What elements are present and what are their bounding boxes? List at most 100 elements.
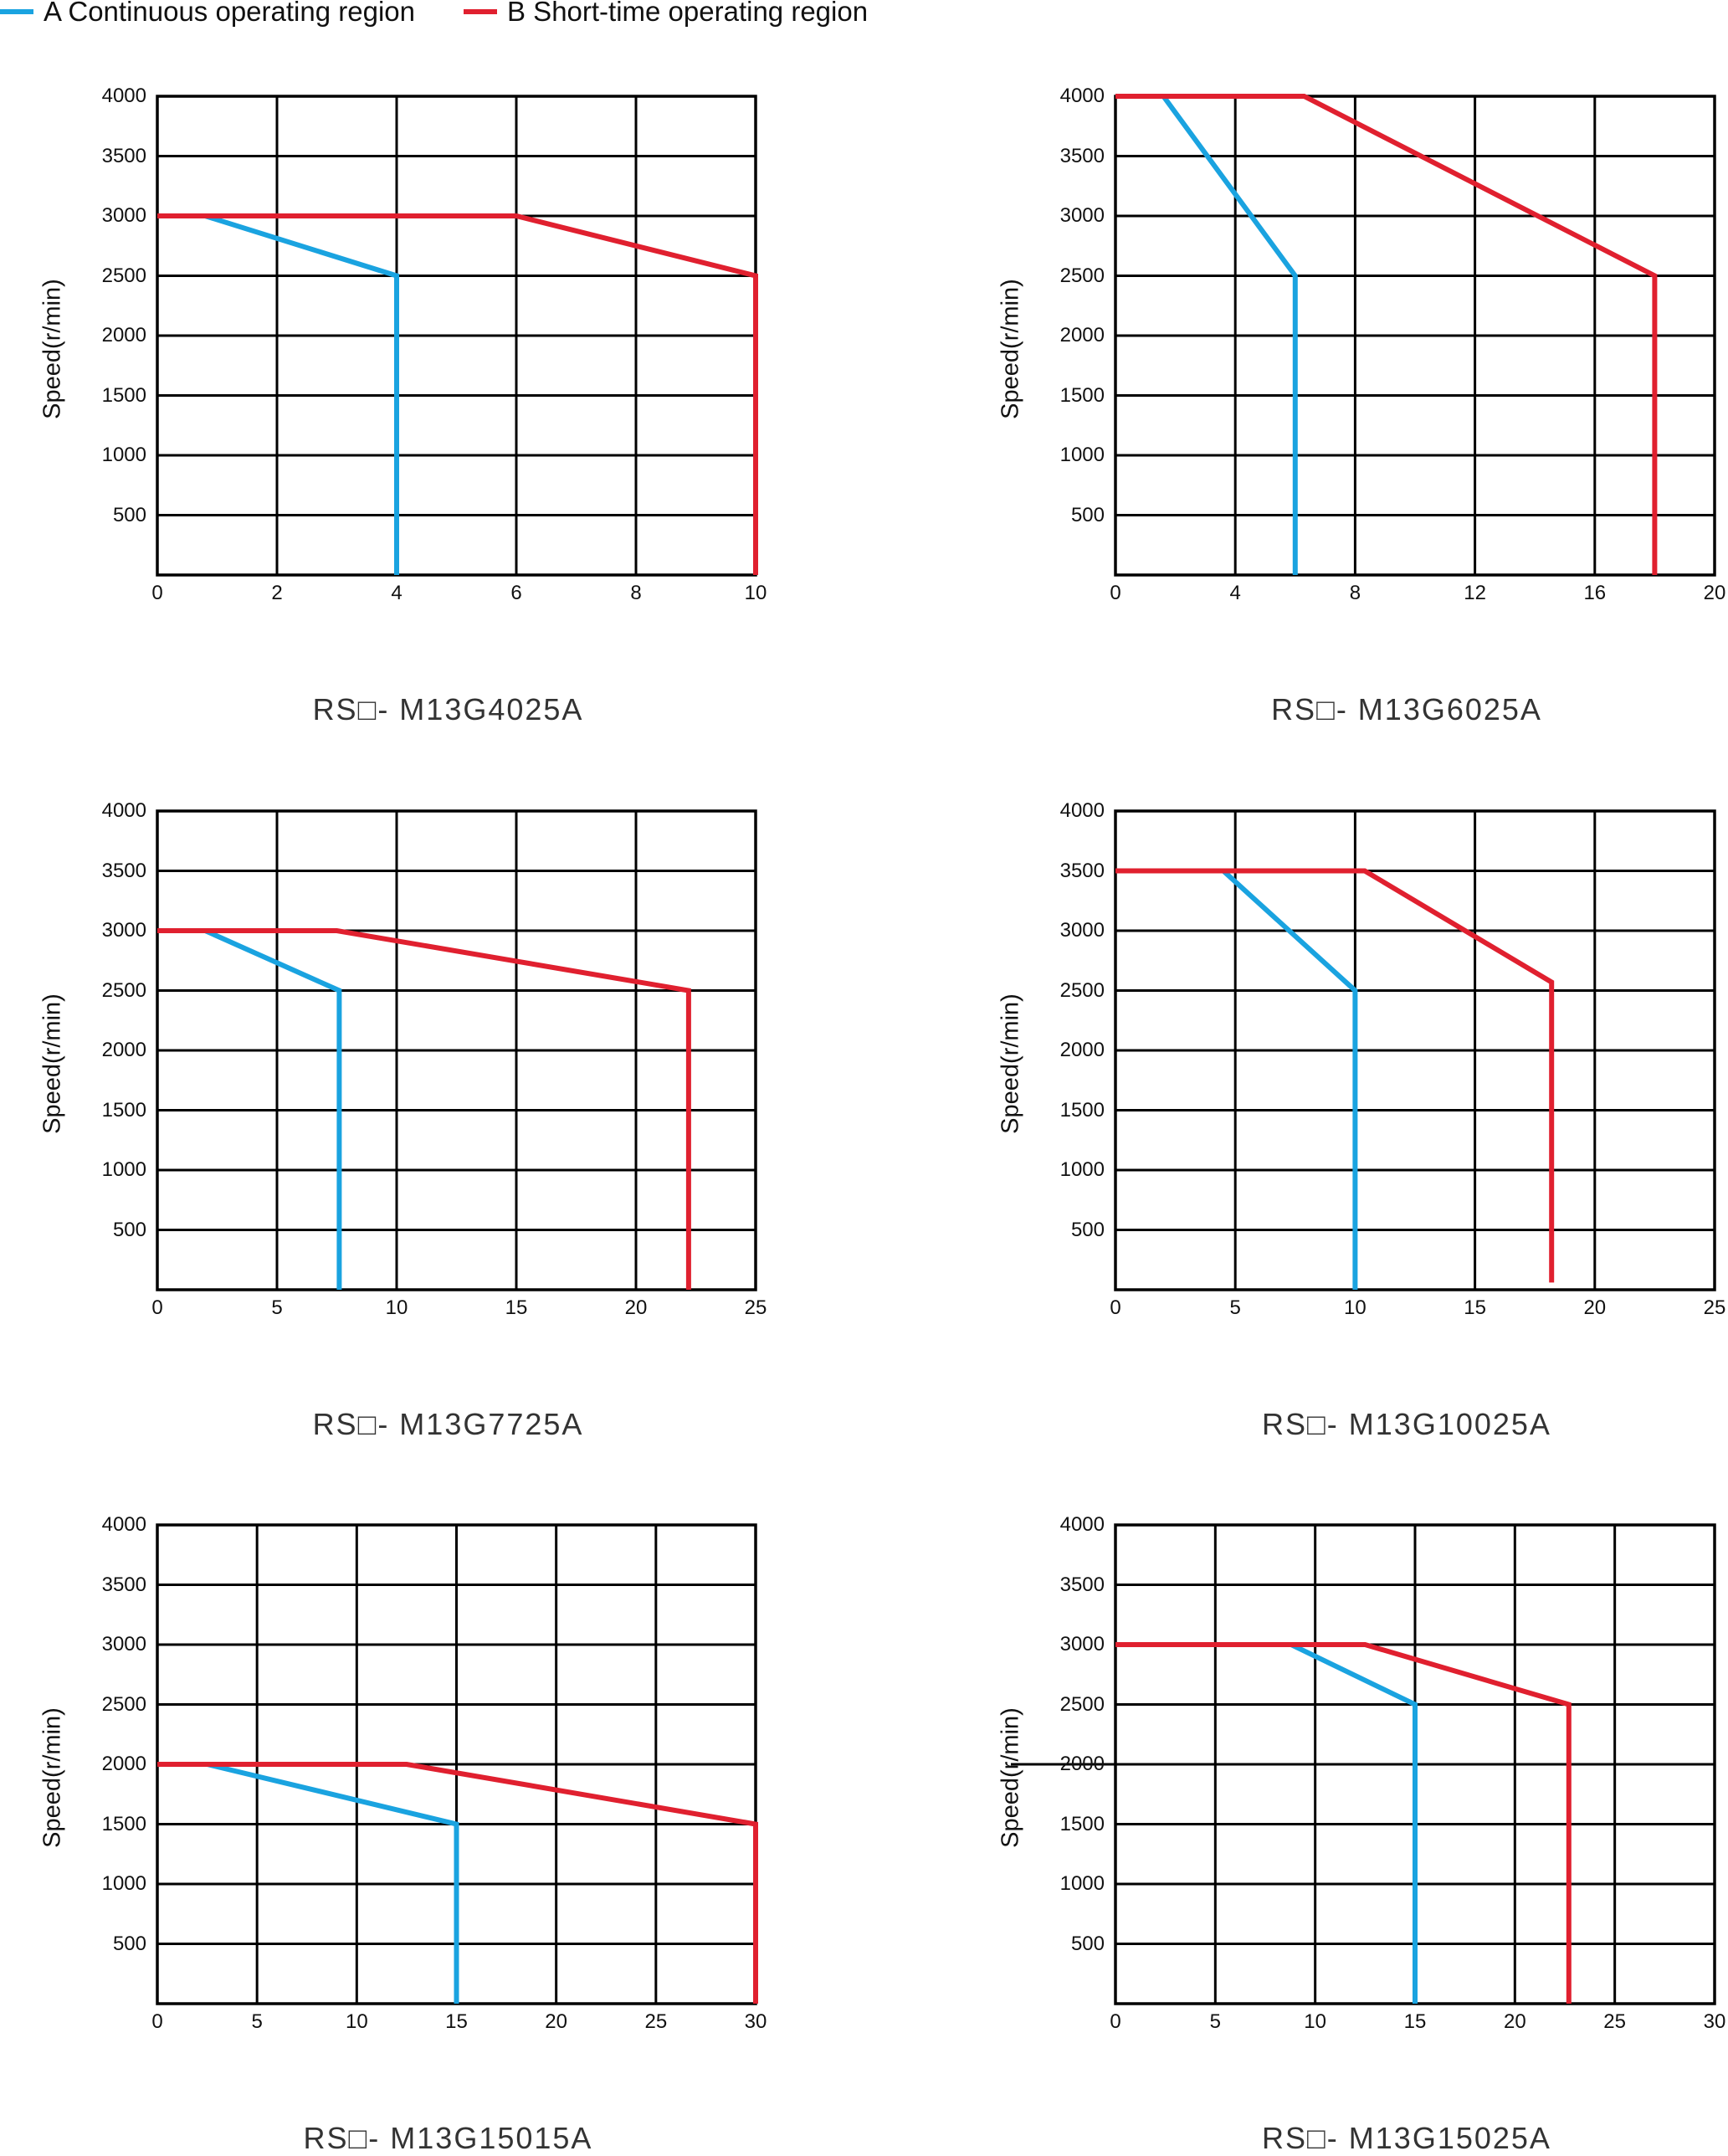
chart-title: RS□- M13G10025A — [1262, 1407, 1551, 1441]
x-tick-label: 4 — [1229, 582, 1241, 604]
y-tick-label: 4000 — [101, 799, 146, 822]
chart-title: RS□- M13G7725A — [312, 1407, 584, 1441]
y-tick-label: 3500 — [101, 144, 146, 167]
y-tick-label: 1500 — [1059, 1812, 1105, 1835]
x-tick-label: 16 — [1583, 582, 1607, 604]
x-tick-label: 8 — [630, 582, 642, 604]
legend-label: B Short-time operating region — [507, 0, 869, 27]
y-tick-label: 2000 — [1059, 324, 1105, 346]
x-tick-label: 30 — [1703, 2010, 1726, 2033]
y-tick-label: 3000 — [101, 919, 146, 942]
series-short-time-line — [1115, 868, 1555, 1283]
y-tick-label: 3500 — [1059, 144, 1105, 167]
x-tick-label: 4 — [391, 582, 403, 604]
y-tick-label: 1000 — [101, 444, 146, 466]
y-tick-label: 4000 — [101, 85, 146, 107]
x-tick-label: 15 — [505, 1296, 528, 1319]
series-short-time-line — [1115, 94, 1658, 575]
x-tick-label: 5 — [251, 2010, 263, 2033]
x-tick-label: 5 — [1209, 2010, 1221, 2033]
y-tick-label: 2500 — [1059, 1692, 1105, 1716]
x-tick-label: 10 — [345, 2010, 368, 2033]
y-tick-label: 3500 — [101, 859, 146, 882]
x-tick-label: 8 — [1349, 582, 1361, 604]
x-tick-label: 12 — [1464, 582, 1486, 604]
x-tick-label: 30 — [744, 2010, 767, 2033]
x-tick-label: 20 — [1503, 2010, 1526, 2033]
y-tick-label: 2500 — [101, 978, 146, 1002]
y-tick-label: 2500 — [101, 264, 146, 287]
legend-swatch-red-icon — [464, 9, 497, 14]
plot-frame — [1114, 809, 1716, 1291]
series-continuous-line — [157, 213, 399, 575]
x-tick-label: 5 — [1229, 1296, 1241, 1319]
y-tick-label: 2000 — [1059, 1753, 1105, 1775]
y-tick-label: 500 — [1070, 1932, 1105, 1955]
chart-legend: A Continuous operating region B Short-ti… — [0, 0, 920, 30]
legend-swatch-blue-icon — [0, 9, 33, 14]
y-axis-label: Speed(r/min) — [997, 279, 1024, 419]
y-tick-label: 3000 — [101, 1633, 146, 1656]
plot-frame — [1114, 95, 1716, 577]
y-tick-label: 3000 — [1059, 204, 1105, 227]
y-tick-label: 1000 — [1059, 1872, 1105, 1895]
series-continuous-line — [1115, 868, 1358, 1290]
y-tick-label: 500 — [1070, 1218, 1105, 1241]
series-continuous-line — [157, 928, 342, 1290]
legend-label: A Continuous operating region — [44, 0, 415, 27]
x-tick-label: 10 — [744, 582, 767, 604]
y-tick-label: 2500 — [1059, 978, 1105, 1002]
y-tick-label: 1000 — [101, 1872, 146, 1895]
y-tick-label: 500 — [112, 1932, 146, 1955]
y-tick-label: 1500 — [101, 1098, 146, 1122]
plot-frame — [156, 1523, 757, 2005]
x-tick-label: 2 — [271, 582, 283, 604]
x-tick-label: 0 — [151, 2010, 163, 2033]
y-tick-label: 1500 — [101, 1812, 146, 1835]
y-tick-label: 3500 — [101, 1573, 146, 1596]
plot-frame — [1114, 1523, 1716, 2005]
y-axis-label: Speed(r/min) — [997, 1707, 1024, 1848]
series-continuous-line — [1115, 1642, 1418, 2004]
x-tick-label: 10 — [1304, 2010, 1326, 2033]
x-tick-label: 0 — [1110, 582, 1121, 604]
legend-item-continuous: A Continuous operating region — [0, 0, 415, 28]
y-tick-label: 4000 — [101, 1513, 146, 1536]
y-tick-label: 3000 — [1059, 919, 1105, 942]
plot-frame — [156, 95, 757, 577]
series-continuous-line — [157, 1762, 459, 2004]
plot-frame — [156, 809, 757, 1291]
x-tick-label: 0 — [1110, 1296, 1121, 1319]
series-short-time-line — [157, 928, 691, 1290]
y-tick-label: 500 — [112, 1218, 146, 1241]
chart-title: RS□- M13G15025A — [1262, 2121, 1551, 2155]
y-tick-label: 2500 — [1059, 264, 1105, 287]
y-tick-label: 2000 — [101, 1039, 146, 1061]
y-axis-label: Speed(r/min) — [38, 993, 66, 1134]
y-axis-label: Speed(r/min) — [38, 279, 66, 419]
series-continuous-line — [1115, 94, 1298, 575]
y-tick-label: 500 — [112, 503, 146, 526]
x-tick-label: 15 — [445, 2010, 468, 2033]
y-tick-label: 1000 — [1059, 1158, 1105, 1181]
x-tick-label: 0 — [1110, 2010, 1121, 2033]
y-tick-label: 1000 — [1059, 444, 1105, 466]
x-tick-label: 10 — [1344, 1296, 1367, 1319]
y-tick-label: 2000 — [1059, 1039, 1105, 1061]
y-tick-label: 3000 — [101, 204, 146, 227]
x-tick-label: 25 — [1703, 1296, 1726, 1319]
y-tick-label: 3500 — [1059, 859, 1105, 882]
y-tick-label: 4000 — [1059, 1513, 1105, 1536]
y-tick-label: 2000 — [101, 324, 146, 346]
y-tick-label: 1500 — [1059, 383, 1105, 407]
x-tick-label: 20 — [624, 1296, 648, 1319]
chart-title: RS□- M13G15015A — [303, 2121, 593, 2155]
x-tick-label: 25 — [1603, 2010, 1626, 2033]
x-tick-label: 25 — [644, 2010, 668, 2033]
x-tick-label: 0 — [151, 1296, 163, 1319]
y-tick-label: 4000 — [1059, 85, 1105, 107]
